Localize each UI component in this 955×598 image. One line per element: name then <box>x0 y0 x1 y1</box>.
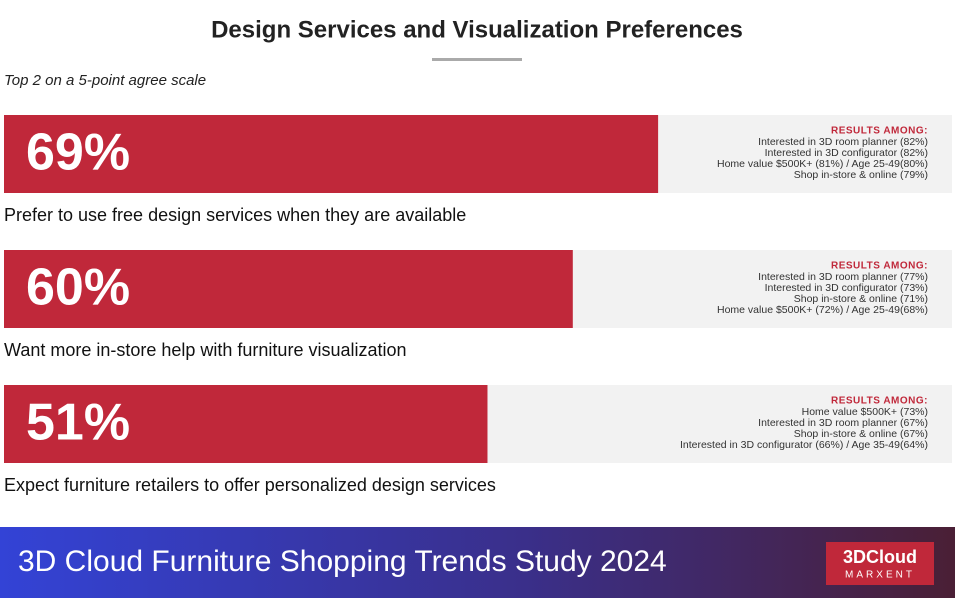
title-underline <box>432 58 522 61</box>
value-label: 51% <box>26 394 130 452</box>
category-label: Expect furniture retailers to offer pers… <box>4 475 496 495</box>
note-line: Interested in 3D configurator (82%) <box>765 147 928 159</box>
rows: 69% Prefer to use free design services wh… <box>4 115 952 495</box>
logo: 3DCloud <box>843 547 917 567</box>
note-line: Interested in 3D room planner (82%) <box>758 136 928 148</box>
note-line: Shop in-store & online (67%) <box>794 428 928 440</box>
bar <box>4 250 573 328</box>
note-line: Home value $500K+ (73%) <box>802 406 928 418</box>
note-line: Interested in 3D room planner (77%) <box>758 271 928 283</box>
logo-sub: MARXENT <box>845 570 915 581</box>
note-line: Interested in 3D configurator (66%) / Ag… <box>680 439 928 451</box>
note-line: Shop in-store & online (79%) <box>794 169 928 181</box>
bar <box>4 385 488 463</box>
subtitle: Top 2 on a 5-point agree scale <box>4 72 206 89</box>
value-label: 69% <box>26 124 130 182</box>
logo-box <box>826 542 934 585</box>
note-line: Interested in 3D room planner (67%) <box>758 417 928 429</box>
note-line: Shop in-store & online (71%) <box>794 293 928 305</box>
bar <box>4 115 659 193</box>
value-label: 60% <box>26 259 130 317</box>
category-label: Want more in-store help with furniture v… <box>4 340 407 360</box>
note-line: Home value $500K+ (81%) / Age 25-49(80%) <box>717 158 928 170</box>
note-heading: RESULTS AMONG: <box>831 126 928 137</box>
note-line: Home value $500K+ (72%) / Age 25-49(68%) <box>717 304 928 316</box>
chart-title: Design Services and Visualization Prefer… <box>211 16 743 43</box>
note-line: Interested in 3D configurator (73%) <box>765 282 928 294</box>
category-label: Prefer to use free design services when … <box>4 205 466 225</box>
footer-band <box>0 527 955 598</box>
footer-title: 3D Cloud Furniture Shopping Trends Study… <box>18 545 667 578</box>
note-heading: RESULTS AMONG: <box>831 396 928 407</box>
note-heading: RESULTS AMONG: <box>831 261 928 272</box>
